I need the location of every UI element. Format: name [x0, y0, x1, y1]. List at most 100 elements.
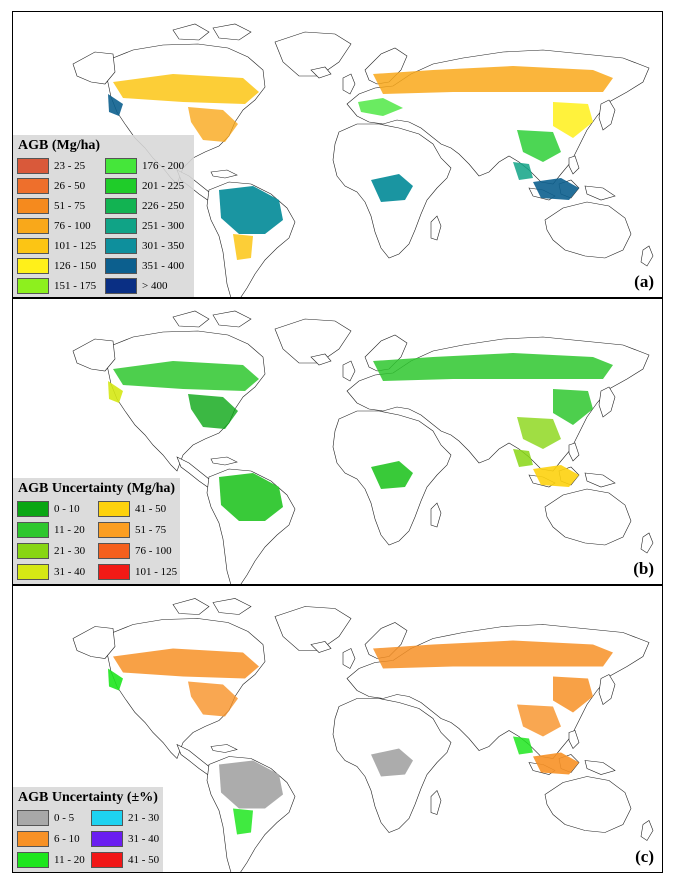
legend-swatch	[17, 238, 49, 254]
legend-agb: AGB (Mg/ha) 23 - 25 26 - 50 51 - 75 76 - 10…	[13, 135, 194, 297]
map-panel-uncertainty-mgha: AGB Uncertainty (Mg/ha) 0 - 10 11 - 20 21 …	[12, 298, 663, 585]
legend-item: 176 - 200	[105, 157, 187, 175]
legend-label: 176 - 200	[142, 160, 185, 172]
map-panel-agb: AGB (Mg/ha) 23 - 25 26 - 50 51 - 75 76 - 10…	[12, 11, 663, 298]
legend-label: 351 - 400	[142, 260, 185, 272]
legend-swatch	[17, 258, 49, 274]
uncertainty-overlay	[108, 353, 613, 521]
world-map-uncertainty-percent	[72, 598, 654, 872]
legend-title-uncertainty-mgha: AGB Uncertainty (Mg/ha)	[18, 481, 176, 496]
legend-swatch	[98, 501, 130, 517]
legend-item: 51 - 75	[98, 521, 173, 539]
legend-item: 101 - 125	[17, 237, 99, 255]
legend-title-uncertainty-percent: AGB Uncertainty (±%)	[18, 790, 158, 805]
legend-item: 21 - 30	[17, 542, 92, 560]
world-map-agb	[72, 23, 654, 297]
legend-swatch	[17, 198, 49, 214]
legend-swatch	[105, 158, 137, 174]
legend-swatch	[17, 852, 49, 868]
legend-swatch	[105, 258, 137, 274]
legend-swatch	[91, 810, 123, 826]
map-panel-uncertainty-percent: AGB Uncertainty (±%) 0 - 5 6 - 10 11 - 20 2…	[12, 585, 663, 873]
legend-swatch	[17, 158, 49, 174]
legend-label: 301 - 350	[142, 240, 185, 252]
legend-label: 226 - 250	[142, 200, 185, 212]
legend-label: 31 - 40	[54, 566, 86, 578]
legend-item: 351 - 400	[105, 257, 187, 275]
legend-item: 126 - 150	[17, 257, 99, 275]
legend-label: 201 - 225	[142, 180, 185, 192]
legend-label: 101 - 125	[54, 240, 97, 252]
legend-label: 11 - 20	[54, 854, 85, 866]
legend-label: 126 - 150	[54, 260, 97, 272]
legend-uncertainty-mgha: AGB Uncertainty (Mg/ha) 0 - 10 11 - 20 21 …	[13, 478, 180, 584]
legend-item: 226 - 250	[105, 197, 187, 215]
legend-swatch	[105, 218, 137, 234]
legend-item: 76 - 100	[98, 542, 173, 560]
legend-label: 21 - 30	[128, 812, 160, 824]
legend-label: 26 - 50	[54, 180, 86, 192]
legend-label: 41 - 50	[128, 854, 160, 866]
legend-label: 6 - 10	[54, 833, 80, 845]
legend-swatch	[17, 831, 49, 847]
legend-label: 0 - 10	[54, 503, 80, 515]
legend-swatch	[105, 238, 137, 254]
legend-swatch	[17, 522, 49, 538]
legend-item: 301 - 350	[105, 237, 187, 255]
legend-swatch	[17, 810, 49, 826]
legend-label: 51 - 75	[135, 524, 167, 536]
legend-item: 11 - 20	[17, 851, 85, 869]
legend-swatch	[105, 178, 137, 194]
legend-item: 51 - 75	[17, 197, 99, 215]
legend-label: 11 - 20	[54, 524, 85, 536]
legend-item: 26 - 50	[17, 177, 99, 195]
legend-item: 23 - 25	[17, 157, 99, 175]
legend-item: 201 - 225	[105, 177, 187, 195]
legend-swatch	[17, 501, 49, 517]
legend-label: 51 - 75	[54, 200, 86, 212]
world-map-uncertainty-mgha	[72, 310, 654, 584]
legend-swatch	[105, 278, 137, 294]
legend-swatch	[17, 543, 49, 559]
biomass-overlay	[108, 66, 613, 260]
legend-label: 76 - 100	[54, 220, 91, 232]
legend-item: > 400	[105, 277, 187, 295]
legend-label: 21 - 30	[54, 545, 86, 557]
legend-label: 251 - 300	[142, 220, 185, 232]
uncertainty-percent-overlay	[108, 640, 613, 835]
legend-swatch	[98, 543, 130, 559]
legend-item: 41 - 50	[98, 500, 173, 518]
legend-label: 23 - 25	[54, 160, 86, 172]
legend-swatch	[91, 852, 123, 868]
panel-label-a: (a)	[634, 272, 654, 291]
legend-swatch	[17, 178, 49, 194]
legend-item: 11 - 20	[17, 521, 92, 539]
legend-item: 41 - 50	[91, 851, 159, 869]
legend-item: 151 - 175	[17, 277, 99, 295]
legend-item: 21 - 30	[91, 809, 159, 827]
legend-label: 76 - 100	[135, 545, 172, 557]
legend-label: 101 - 125	[135, 566, 178, 578]
legend-label: 0 - 5	[54, 812, 75, 824]
legend-label: 31 - 40	[128, 833, 160, 845]
legend-item: 101 - 125	[98, 563, 177, 581]
legend-item: 0 - 5	[17, 809, 85, 827]
legend-item: 76 - 100	[17, 217, 99, 235]
legend-item: 0 - 10	[17, 500, 92, 518]
legend-label: > 400	[142, 280, 168, 292]
legend-title-agb: AGB (Mg/ha)	[18, 138, 101, 153]
legend-item: 31 - 40	[91, 830, 159, 848]
panel-label-b: (b)	[633, 559, 654, 578]
legend-swatch	[98, 522, 130, 538]
legend-swatch	[17, 218, 49, 234]
legend-swatch	[91, 831, 123, 847]
legend-swatch	[98, 564, 130, 580]
legend-item: 6 - 10	[17, 830, 85, 848]
legend-swatch	[105, 198, 137, 214]
legend-item: 251 - 300	[105, 217, 187, 235]
legend-swatch	[17, 564, 49, 580]
legend-label: 41 - 50	[135, 503, 167, 515]
panel-label-c: (c)	[635, 847, 654, 866]
legend-uncertainty-percent: AGB Uncertainty (±%) 0 - 5 6 - 10 11 - 20 2…	[13, 787, 163, 872]
legend-swatch	[17, 278, 49, 294]
